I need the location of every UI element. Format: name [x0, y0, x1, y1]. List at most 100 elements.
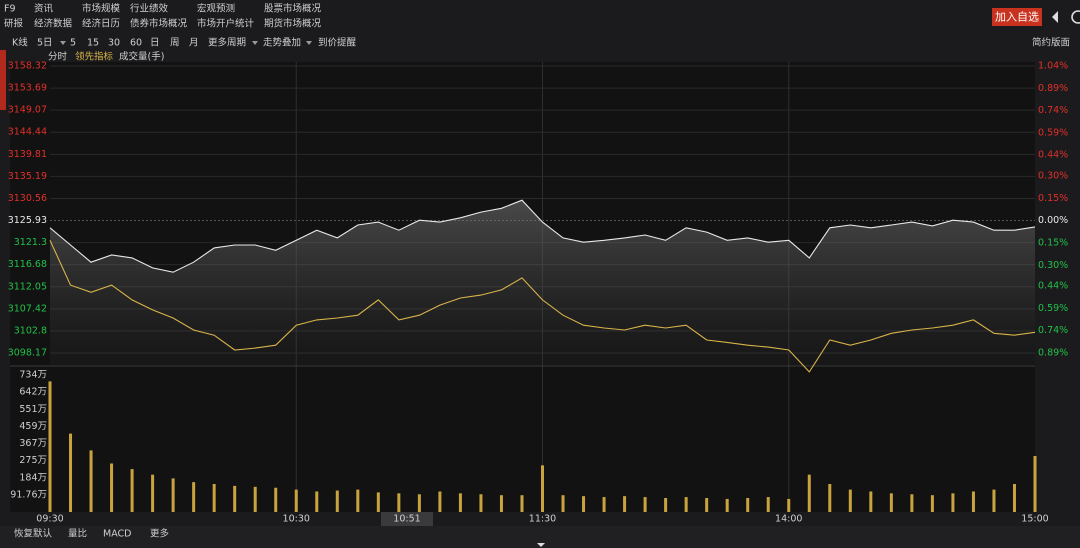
menu-item[interactable]: 经济日历	[82, 18, 120, 30]
add-watchlist-label[interactable]: 加入自选	[995, 11, 1039, 24]
volume-bar	[992, 489, 996, 512]
layout-toggle[interactable]: 简约版面	[1032, 37, 1070, 49]
x-tick-label: 15:00	[1021, 514, 1048, 525]
menu-item[interactable]: 市场开户统计	[197, 18, 255, 30]
y2-tick-label: 0.30%	[1038, 260, 1068, 271]
y-tick-label: 3135.19	[8, 171, 47, 182]
volume-bar	[417, 494, 421, 512]
volume-bar	[499, 495, 503, 512]
bottom-tab[interactable]: MACD	[103, 529, 131, 540]
bottom-tab[interactable]: 更多	[150, 528, 169, 540]
y-tick-label: 3107.42	[8, 303, 47, 314]
period-item[interactable]: 更多周期	[208, 37, 246, 49]
menu-item[interactable]: F9	[4, 4, 16, 15]
expand-arrow[interactable]	[537, 543, 545, 547]
menu-item[interactable]: 宏观预测	[197, 3, 235, 15]
volume-bar	[889, 493, 893, 512]
menu-item[interactable]: 市场规模	[82, 3, 121, 15]
indicator-tab[interactable]: 分时	[48, 51, 68, 63]
volume-bar	[376, 492, 380, 512]
volume-bar	[971, 491, 975, 512]
period-item[interactable]: 日	[150, 38, 160, 49]
period-item[interactable]: 30	[108, 38, 120, 49]
volume-bar	[705, 498, 709, 512]
dropdown-arrow	[306, 41, 312, 45]
volume-bar	[602, 497, 606, 512]
volume-bar	[725, 498, 729, 512]
volume-bar	[458, 493, 462, 512]
volume-bar	[951, 493, 955, 512]
price-line	[49, 199, 1036, 273]
volume-bar	[848, 489, 852, 512]
average-line	[49, 240, 1036, 373]
volume-bar	[397, 493, 401, 512]
period-item[interactable]: 走势叠加	[263, 37, 301, 49]
dropdown-arrow	[252, 41, 258, 45]
y-tick-label: 3158.32	[8, 61, 47, 72]
y-tick-label: 3112.05	[8, 281, 47, 292]
side-tab[interactable]	[0, 50, 6, 110]
cursor-time: 10:51	[393, 514, 420, 525]
volume-bar	[335, 490, 339, 512]
x-tick-label: 11:30	[529, 514, 556, 525]
volume-bar	[623, 496, 627, 512]
volume-bar	[910, 494, 914, 512]
volume-tick-label: 184万	[19, 472, 47, 483]
menu-item[interactable]: 债券市场概况	[130, 18, 188, 30]
add-watchlist-button[interactable]	[992, 8, 1042, 26]
volume-bar	[869, 491, 873, 512]
y-tick-label: 3153.69	[8, 83, 47, 94]
period-item[interactable]: 到价提醒	[318, 37, 357, 49]
volume-bar	[930, 495, 934, 512]
y2-tick-label: 0.30%	[1038, 171, 1068, 182]
bottom-tab[interactable]: 量比	[68, 528, 87, 540]
y-tick-label: 3149.07	[8, 105, 47, 116]
bottom-bar	[0, 526, 1080, 548]
menu-item[interactable]: 资讯	[34, 4, 54, 15]
y2-tick-label: 0.44%	[1038, 150, 1068, 161]
y2-tick-label: 0.00%	[1038, 215, 1068, 226]
volume-bar	[130, 469, 134, 512]
volume-bar	[89, 450, 93, 512]
volume-bar	[787, 498, 791, 512]
y-tick-label: 3139.81	[8, 149, 47, 160]
volume-bar	[684, 497, 688, 512]
volume-tick-label: 734万	[19, 370, 47, 381]
volume-bar	[110, 463, 114, 512]
price-area	[50, 200, 1035, 365]
volume-tick-label: 459万	[19, 421, 47, 432]
menu-item[interactable]: 研报	[4, 18, 24, 30]
volume-bar	[746, 498, 750, 512]
volume-tick-label: 551万	[19, 404, 47, 415]
collapse-arrow[interactable]	[1052, 11, 1058, 23]
menu-item[interactable]: 行业绩效	[130, 3, 169, 15]
menu-item[interactable]: 经济数据	[34, 18, 73, 30]
period-item[interactable]: 15	[87, 38, 99, 49]
volume-bar	[315, 491, 319, 512]
y-tick-label: 3144.44	[8, 127, 47, 138]
period-item[interactable]: 60	[130, 38, 142, 49]
menu-item[interactable]: 期货市场概况	[264, 18, 322, 30]
period-item[interactable]: K线	[12, 37, 28, 49]
bottom-tab[interactable]: 恢复默认	[14, 528, 53, 540]
y-tick-label: 3098.17	[8, 348, 47, 359]
y2-tick-label: 0.44%	[1038, 281, 1068, 292]
period-item[interactable]: 5日	[37, 38, 53, 49]
indicator-tab[interactable]: 领先指标	[75, 51, 114, 63]
indicator-tab[interactable]: 成交量(手)	[119, 51, 164, 63]
y2-tick-label: 0.74%	[1038, 105, 1068, 116]
y-tick-label: 3102.8	[14, 325, 47, 336]
x-tick-label: 10:30	[283, 514, 310, 525]
volume-bar	[1033, 456, 1037, 512]
cursor-time-box	[381, 512, 433, 526]
x-tick-label: 14:00	[775, 514, 802, 525]
y-tick-label: 3125.93	[8, 215, 47, 226]
menu-item[interactable]: 股票市场概况	[264, 3, 322, 15]
refresh-icon[interactable]	[1071, 10, 1080, 24]
volume-bar	[69, 433, 73, 512]
period-item[interactable]: 5	[70, 38, 76, 49]
period-item[interactable]: 月	[189, 38, 199, 49]
period-item[interactable]: 周	[170, 38, 180, 49]
volume-bar	[828, 484, 832, 512]
